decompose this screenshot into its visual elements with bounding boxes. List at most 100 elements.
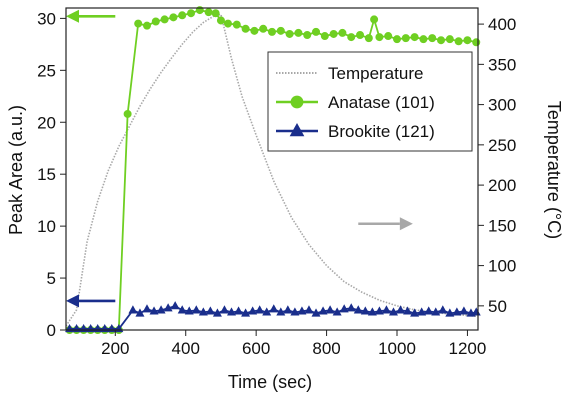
axes-layer: 200 400 600 800 1000 1200 0 5 10 15 20 25 30 50 100 150…	[37, 7, 516, 358]
data-point-anatase-101	[187, 9, 196, 18]
data-point-anatase-101	[419, 35, 428, 44]
y2-tick-label: 200	[488, 176, 516, 195]
data-point-anatase-101	[329, 29, 338, 38]
y2-tick-label: 350	[488, 55, 516, 74]
annotation-arrow-3	[358, 217, 413, 231]
data-point-brookite-121	[410, 308, 420, 317]
data-point-anatase-101	[123, 109, 132, 118]
data-point-anatase-101	[232, 20, 241, 29]
data-point-anatase-101	[160, 15, 169, 24]
y2-tick-label: 300	[488, 96, 516, 115]
arrow-head	[399, 217, 413, 231]
data-point-brookite-121	[381, 305, 391, 314]
legend-label-brookite: Brookite (121)	[328, 122, 435, 141]
data-point-anatase-101	[384, 32, 393, 41]
data-point-brookite-121	[431, 307, 441, 316]
data-point-brookite-121	[212, 308, 222, 317]
data-point-brookite-121	[459, 306, 469, 315]
data-point-brookite-121	[234, 306, 244, 315]
data-point-anatase-101	[267, 27, 276, 36]
data-point-brookite-121	[325, 305, 335, 314]
y2-axis-title: Temperature (°C)	[544, 101, 564, 239]
data-point-anatase-101	[472, 38, 481, 47]
legend-marker-anatase-101	[290, 95, 304, 109]
data-point-anatase-101	[338, 28, 347, 37]
x-tick-label: 1000	[378, 339, 416, 358]
data-point-brookite-121	[198, 307, 208, 316]
data-point-brookite-121	[297, 306, 307, 315]
data-point-anatase-101	[169, 13, 178, 22]
data-point-brookite-121	[170, 301, 180, 310]
data-point-brookite-121	[346, 303, 356, 312]
data-point-anatase-101	[410, 33, 419, 42]
data-point-anatase-101	[134, 19, 143, 28]
data-point-anatase-101	[454, 37, 463, 46]
data-point-brookite-121	[276, 307, 286, 316]
data-point-brookite-121	[471, 307, 481, 316]
data-point-anatase-101	[259, 24, 268, 33]
data-point-brookite-121	[417, 307, 427, 316]
data-point-brookite-121	[262, 307, 272, 316]
data-point-anatase-101	[437, 36, 446, 45]
data-point-brookite-121	[227, 307, 237, 316]
data-point-anatase-101	[216, 16, 225, 25]
series-brookite-121	[65, 301, 481, 333]
data-point-brookite-121	[135, 308, 145, 317]
arrow-head	[66, 9, 79, 23]
data-point-anatase-101	[250, 26, 259, 35]
data-point-anatase-101	[151, 17, 160, 26]
data-point-brookite-121	[241, 308, 251, 317]
data-point-brookite-121	[255, 305, 265, 314]
y-tick-label: 10	[37, 217, 56, 236]
data-point-brookite-121	[163, 303, 173, 312]
y-tick-label: 20	[37, 113, 56, 132]
data-point-anatase-101	[312, 27, 321, 36]
y-tick-label: 30	[37, 9, 56, 28]
data-point-brookite-121	[290, 307, 300, 316]
data-point-brookite-121	[360, 306, 370, 315]
data-point-anatase-101	[320, 32, 329, 41]
legend-entries: Temperature Anatase (101) Brookite (121)	[276, 64, 435, 141]
x-tick-label: 600	[242, 339, 270, 358]
y2-tick-label: 250	[488, 136, 516, 155]
data-point-brookite-121	[219, 305, 229, 314]
y2-tick-label: 400	[488, 15, 516, 34]
data-point-anatase-101	[294, 28, 303, 37]
arrow-head	[66, 294, 79, 308]
data-point-anatase-101	[142, 21, 151, 30]
data-point-brookite-121	[332, 307, 342, 316]
x-tick-label: 200	[101, 339, 129, 358]
data-point-brookite-121	[156, 305, 166, 314]
data-point-anatase-101	[223, 19, 232, 28]
data-point-anatase-101	[445, 35, 454, 44]
data-point-brookite-121	[248, 306, 258, 315]
data-point-brookite-121	[149, 306, 159, 315]
data-point-brookite-121	[184, 306, 194, 315]
data-point-anatase-101	[276, 26, 285, 35]
data-point-anatase-101	[204, 8, 213, 17]
legend-marker-brookite-121	[289, 122, 305, 137]
data-point-brookite-121	[177, 305, 187, 314]
data-point-brookite-121	[339, 304, 349, 313]
data-point-brookite-121	[438, 305, 448, 314]
data-point-brookite-121	[205, 306, 215, 315]
data-point-brookite-121	[304, 305, 314, 314]
data-point-anatase-101	[356, 31, 365, 40]
data-point-brookite-121	[269, 304, 279, 313]
data-point-anatase-101	[364, 34, 373, 43]
y-tick-label: 15	[37, 165, 56, 184]
data-point-brookite-121	[367, 307, 377, 316]
data-point-brookite-121	[142, 304, 152, 313]
legend-label-temperature: Temperature	[328, 64, 423, 83]
data-point-brookite-121	[452, 307, 462, 316]
data-point-anatase-101	[463, 36, 472, 45]
data-point-brookite-121	[318, 306, 328, 315]
data-point-brookite-121	[445, 308, 455, 317]
plot-frame	[65, 7, 479, 331]
data-point-anatase-101	[303, 31, 312, 40]
data-point-anatase-101	[375, 33, 384, 42]
x-tick-label: 800	[312, 339, 340, 358]
annotation-arrow-2	[66, 294, 116, 308]
y-tick-label: 25	[37, 61, 56, 80]
